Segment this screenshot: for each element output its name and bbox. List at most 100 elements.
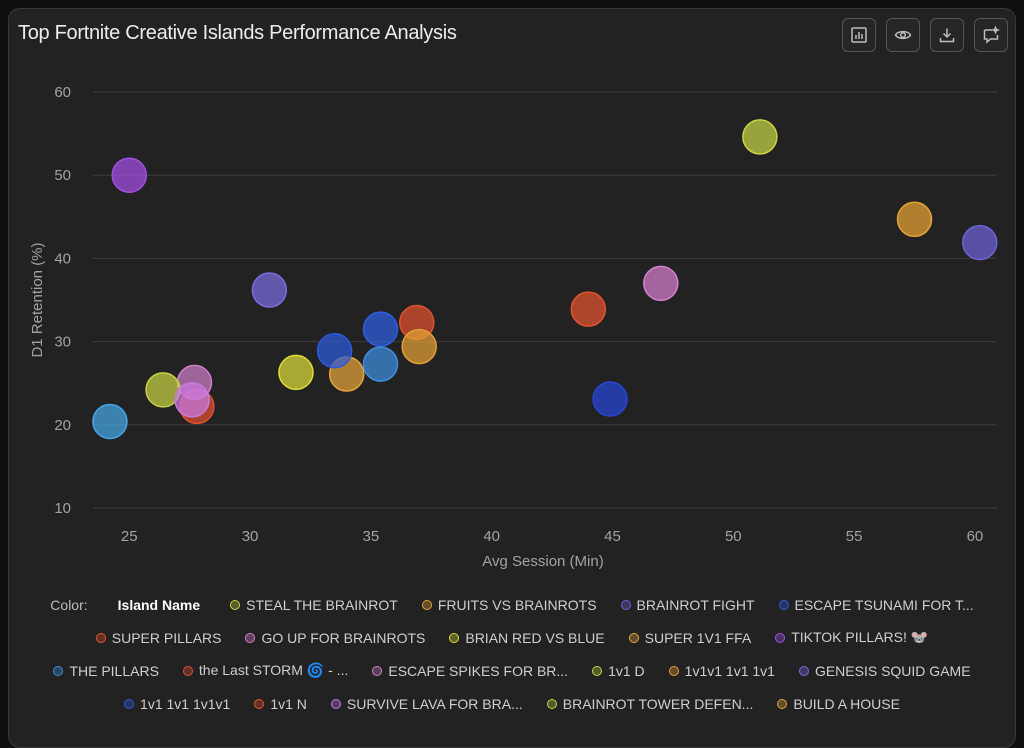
legend-item[interactable]: SURVIVE LAVA FOR BRA... [330, 695, 523, 712]
legend-item[interactable]: 1v1v1 1v1 1v1 [668, 662, 775, 679]
legend-item[interactable]: the Last STORM 🌀 - ... [182, 662, 349, 679]
legend-item[interactable]: BRIAN RED VS BLUE [449, 629, 605, 646]
legend-item-label: the Last STORM 🌀 - ... [198, 662, 349, 678]
legend-item[interactable]: 1v1 N [254, 696, 307, 712]
legend-swatch [330, 698, 341, 709]
x-axis-label: Avg Session (Min) [482, 553, 603, 570]
data-point[interactable] [742, 119, 778, 155]
x-tick-label: 35 [363, 528, 380, 545]
chart-type-button[interactable] [842, 18, 876, 52]
data-point[interactable] [251, 272, 288, 308]
legend-item-label: SUPER 1V1 FFA [644, 629, 752, 646]
legend-item[interactable]: ESCAPE SPIKES FOR BR... [372, 663, 568, 679]
y-axis-ticks: 10 20 30 40 50 60 [54, 84, 71, 517]
legend-item[interactable]: 1v1 1v1 1v1v1 [124, 696, 230, 712]
legend-item-label: 1v1 1v1 1v1v1 [140, 695, 231, 712]
legend-swatch [182, 665, 193, 676]
chart-title: Top Fortnite Creative Islands Performanc… [18, 22, 457, 44]
y-axis-label: D1 Retention (%) [29, 242, 46, 357]
data-point[interactable] [316, 333, 353, 369]
legend-swatch [778, 599, 789, 610]
x-axis-ticks: 25 30 35 40 45 50 55 60 [121, 528, 983, 545]
legend-item[interactable]: SUPER 1V1 FFA [628, 629, 752, 646]
x-tick-label: 40 [483, 528, 500, 545]
data-point[interactable] [570, 291, 607, 327]
data-point[interactable] [962, 224, 998, 261]
legend-swatch [372, 665, 383, 676]
legend-swatch [53, 665, 64, 676]
legend-item-label: 1v1v1 1v1 1v1 [684, 662, 775, 679]
legend-item-label: STEAL THE BRAINROT [246, 596, 398, 613]
legend-item-label: ESCAPE TSUNAMI FOR T... [794, 596, 974, 613]
legend-swatch [421, 599, 432, 610]
legend-swatch [230, 599, 241, 610]
legend-item-label: ESCAPE SPIKES FOR BR... [388, 662, 569, 679]
data-point[interactable] [92, 403, 128, 440]
legend-item-label: BRAINROT FIGHT [636, 596, 755, 613]
legend-swatch [95, 632, 106, 643]
data-point[interactable] [401, 328, 437, 365]
legend-row: Color: Island Name STEAL THE BRAINROT FRU… [0, 588, 1024, 621]
legend-swatch [628, 632, 639, 643]
legend-swatch [546, 698, 557, 709]
y-tick-label: 60 [54, 84, 71, 101]
legend-item[interactable]: BRAINROT TOWER DEFEN... [546, 695, 754, 712]
x-tick-label: 55 [846, 528, 863, 545]
legend-swatch [777, 698, 788, 709]
ai-comment-button[interactable] [974, 18, 1008, 52]
x-tick-label: 30 [242, 528, 259, 545]
chart-legend: Color: Island Name STEAL THE BRAINROT FRU… [0, 588, 1024, 720]
data-point[interactable] [896, 201, 933, 238]
legend-row: 1v1 1v1 1v1v1 1v1 N SURVIVE LAVA FOR BRA..… [0, 687, 1024, 720]
legend-item[interactable]: BRAINROT FIGHT [620, 596, 755, 613]
data-point[interactable] [362, 346, 399, 382]
x-tick-label: 60 [967, 528, 984, 545]
data-point[interactable] [362, 311, 399, 347]
legend-item-label: GENESIS SQUID GAME [814, 662, 971, 679]
legend-item[interactable]: STEAL THE BRAINROT [230, 597, 398, 613]
legend-swatch [620, 599, 631, 610]
y-tick-label: 50 [54, 167, 71, 184]
data-point[interactable] [174, 382, 210, 418]
legend-swatch [124, 698, 135, 709]
x-tick-label: 45 [604, 528, 621, 545]
legend-item-label: SUPER PILLARS [111, 629, 222, 646]
legend-item-label: 1v1 N [270, 695, 307, 712]
legend-item-label: TIKTOK PILLARS! 🐭 [791, 629, 929, 645]
legend-item[interactable]: 1v1 D [592, 663, 645, 679]
legend-item[interactable]: TIKTOK PILLARS! 🐭 [775, 629, 928, 646]
legend-item-label: 1v1 D [608, 662, 645, 679]
legend-item-label: GO UP FOR BRAINROTS [261, 629, 426, 646]
data-point[interactable] [111, 157, 147, 193]
visibility-button[interactable] [886, 18, 920, 52]
legend-swatch [668, 665, 679, 676]
legend-row: THE PILLARS the Last STORM 🌀 - ... ESCAPE … [0, 654, 1024, 687]
y-tick-label: 20 [54, 417, 71, 434]
grid-lines [93, 91, 997, 509]
x-tick-label: 25 [121, 528, 138, 545]
download-button[interactable] [930, 18, 964, 52]
legend-item-label: BRIAN RED VS BLUE [465, 629, 605, 646]
legend-color-label: Color: [50, 596, 88, 613]
chart-toolbar [842, 18, 1008, 52]
legend-item[interactable]: GENESIS SQUID GAME [798, 662, 971, 679]
legend-item[interactable]: ESCAPE TSUNAMI FOR T... [778, 596, 974, 613]
data-point[interactable] [278, 354, 314, 391]
legend-swatch [245, 632, 256, 643]
legend-item[interactable]: SUPER PILLARS [95, 629, 222, 646]
data-points [92, 119, 998, 440]
legend-item[interactable]: BUILD A HOUSE [777, 696, 900, 712]
legend-item[interactable]: GO UP FOR BRAINROTS [245, 630, 425, 646]
y-tick-label: 40 [54, 250, 71, 267]
legend-item[interactable]: THE PILLARS [53, 662, 159, 679]
legend-item[interactable]: FRUITS VS BRAINROTS [421, 596, 597, 613]
legend-item-label: SURVIVE LAVA FOR BRA... [346, 695, 523, 712]
data-point[interactable] [592, 381, 628, 417]
legend-item-label: FRUITS VS BRAINROTS [437, 596, 597, 613]
legend-item-label: THE PILLARS [69, 662, 159, 679]
legend-item-label: BRAINROT TOWER DEFEN... [562, 695, 754, 712]
data-point[interactable] [643, 265, 679, 302]
x-tick-label: 50 [725, 528, 742, 545]
legend-swatch [798, 665, 809, 676]
